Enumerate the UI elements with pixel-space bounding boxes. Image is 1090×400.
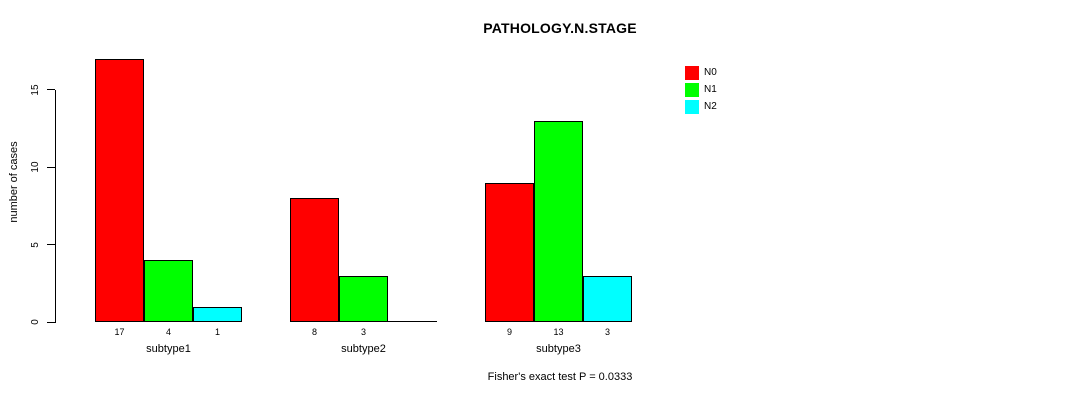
y-tick-label: 15 — [30, 84, 41, 96]
y-tick-mark — [47, 321, 55, 323]
bar-value-label: 17 — [114, 327, 125, 337]
bar-subtype1-N0 — [95, 59, 144, 322]
legend-swatch — [685, 66, 699, 80]
bar-subtype1-N1 — [144, 260, 193, 322]
bar-value-label: 3 — [360, 327, 366, 337]
legend-entry-N2: N2 — [685, 100, 717, 114]
bar-subtype3-N1 — [534, 120, 583, 322]
legend-entry-N0: N0 — [685, 66, 717, 80]
legend-swatch — [685, 83, 699, 97]
y-tick-label: 0 — [30, 319, 41, 325]
y-tick-mark — [47, 166, 55, 168]
y-axis — [55, 90, 56, 323]
bar-subtype2-N2 — [388, 321, 437, 322]
category-label-subtype1: subtype1 — [146, 343, 191, 355]
bar-value-label: 8 — [311, 327, 317, 337]
y-tick-label: 10 — [30, 161, 41, 173]
y-tick-mark — [47, 89, 55, 91]
bar-value-label: 13 — [553, 327, 564, 337]
bar-value-label: 4 — [165, 327, 171, 337]
legend: N0 N1 N2 — [685, 66, 717, 117]
bar-subtype1-N2 — [193, 306, 242, 322]
legend-swatch — [685, 100, 699, 114]
y-tick-mark — [47, 244, 55, 246]
bar-subtype3-N0 — [485, 182, 534, 322]
category-label-subtype2: subtype2 — [341, 343, 386, 355]
annotation-text: Fisher's exact test P = 0.0333 — [487, 371, 633, 383]
legend-label: N1 — [704, 84, 717, 95]
bar-value-label: 9 — [506, 327, 512, 337]
legend-label: N0 — [704, 67, 717, 78]
legend-label: N2 — [704, 101, 717, 112]
category-label-subtype3: subtype3 — [536, 343, 581, 355]
bar-value-label: 1 — [214, 327, 220, 337]
y-axis-label: number of cases — [8, 141, 20, 223]
bar-value-label: 3 — [604, 327, 610, 337]
bar-subtype2-N0 — [290, 198, 339, 322]
chart-title: PATHOLOGY.N.STAGE — [483, 20, 637, 36]
bar-subtype2-N1 — [339, 275, 388, 322]
bar-subtype3-N2 — [583, 275, 632, 322]
y-tick-label: 5 — [30, 241, 41, 248]
legend-entry-N1: N1 — [685, 83, 717, 97]
